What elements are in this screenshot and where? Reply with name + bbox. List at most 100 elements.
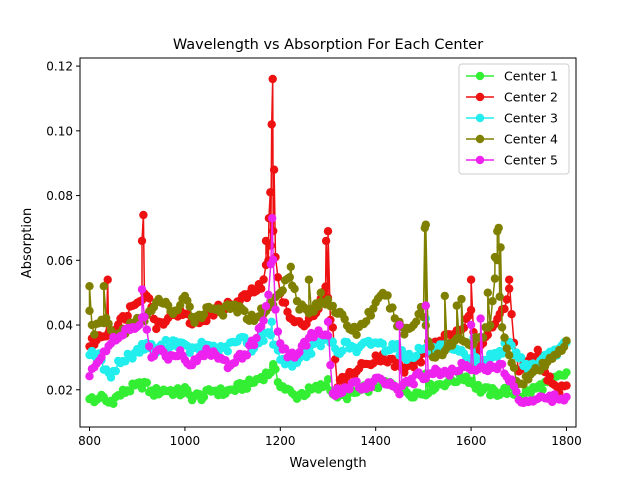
data-point [496, 243, 505, 252]
series-5 [85, 214, 571, 408]
data-point [230, 386, 240, 396]
data-point [273, 273, 283, 282]
data-point [125, 387, 135, 396]
data-point [421, 220, 430, 229]
data-point [261, 302, 271, 311]
x-tick-label: 1400 [360, 434, 391, 448]
data-point [278, 286, 287, 295]
data-point [383, 291, 392, 300]
data-point [323, 375, 333, 384]
data-point [366, 311, 376, 320]
data-point [412, 351, 421, 361]
data-point [268, 74, 277, 84]
data-point [321, 282, 330, 291]
data-point [280, 298, 290, 307]
data-point [331, 355, 340, 364]
data-point [161, 335, 170, 345]
legend-swatch-marker [475, 92, 485, 102]
data-point [103, 275, 112, 284]
data-point [502, 389, 511, 399]
data-point [340, 314, 349, 324]
data-point [562, 368, 571, 377]
data-point [483, 288, 492, 297]
data-point [145, 342, 154, 351]
data-point [271, 305, 280, 314]
data-point [85, 306, 94, 315]
data-point [221, 356, 230, 365]
data-point [352, 330, 361, 339]
data-point [285, 273, 294, 282]
data-point [259, 336, 268, 345]
data-point [242, 351, 252, 360]
data-point [388, 303, 397, 312]
data-point [85, 282, 94, 291]
data-point [249, 340, 259, 350]
data-point [440, 291, 449, 301]
data-point [121, 357, 130, 366]
data-point [137, 236, 147, 246]
x-tick-label: 800 [78, 434, 101, 448]
data-point [497, 360, 507, 369]
data-point [494, 223, 503, 233]
y-tick-label: 0.04 [46, 319, 73, 333]
legend-swatch-marker [475, 155, 485, 165]
data-point [323, 295, 333, 304]
data-point [142, 325, 151, 334]
data-point [497, 323, 507, 332]
data-point [328, 301, 337, 311]
data-point [545, 372, 554, 381]
series-3 [85, 314, 571, 382]
legend-entry-label: Center 1 [504, 69, 558, 84]
plot-area [85, 74, 571, 408]
data-point [257, 284, 266, 293]
y-tick-label: 0.12 [46, 60, 73, 74]
x-tick-label: 1600 [456, 434, 487, 448]
data-point [302, 341, 311, 350]
data-point [323, 227, 333, 236]
y-axis-label: Absorption [20, 208, 35, 278]
data-point [111, 366, 121, 376]
data-point [512, 387, 521, 396]
axes-frame [79, 57, 577, 428]
legend-entry-label: Center 2 [504, 90, 558, 105]
data-point [137, 384, 147, 393]
data-point [90, 330, 99, 339]
data-point [517, 353, 526, 362]
data-point [476, 314, 485, 323]
data-point [286, 262, 295, 271]
data-point [495, 292, 504, 301]
data-point [421, 301, 430, 310]
legend-swatch-marker [475, 134, 485, 144]
data-point [99, 282, 109, 291]
data-point [362, 317, 371, 326]
legend-entry-label: Center 3 [504, 111, 558, 126]
data-point [218, 311, 228, 320]
data-point [259, 316, 268, 325]
data-point [176, 301, 185, 310]
data-point [416, 358, 426, 367]
data-point [185, 302, 194, 311]
data-point [452, 301, 461, 310]
data-point [109, 399, 118, 408]
data-point [199, 392, 209, 402]
legend-swatch-marker [475, 71, 485, 81]
data-point [502, 295, 511, 304]
data-point [412, 317, 421, 326]
data-point [466, 275, 476, 284]
data-point [562, 392, 571, 402]
legend-entry-label: Center 4 [504, 132, 558, 147]
data-point [242, 384, 252, 393]
data-point [328, 337, 337, 346]
legend-entry-label: Center 5 [504, 153, 558, 168]
data-point [307, 349, 316, 358]
data-point [268, 214, 277, 223]
data-point [338, 346, 347, 356]
y-tick-label: 0.10 [46, 124, 73, 138]
data-point [509, 363, 519, 372]
data-point [493, 255, 502, 265]
data-point [266, 331, 275, 340]
data-point [264, 290, 273, 299]
data-point [104, 319, 113, 328]
data-point [323, 317, 333, 326]
data-point [267, 317, 276, 326]
